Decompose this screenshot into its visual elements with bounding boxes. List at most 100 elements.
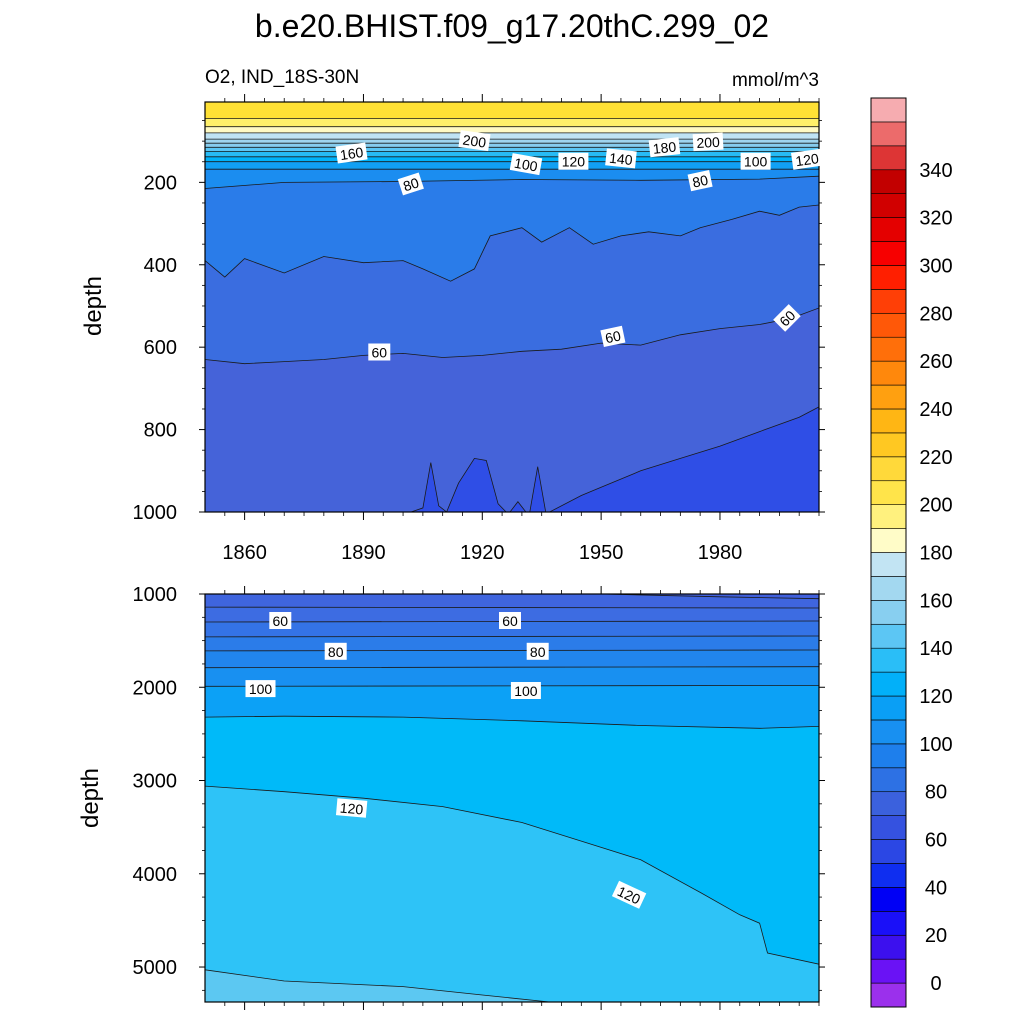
colorbar-swatch-13 [870, 671, 907, 697]
units-subtitle: mmol/m^3 [732, 70, 819, 91]
contour-label-text: 60 [372, 345, 388, 361]
contour-label-box [526, 642, 549, 660]
lower-contour-line-4 [205, 635, 819, 638]
lower-ytick-label-1: 2000 [133, 677, 178, 699]
contour-label-text: 60 [604, 327, 623, 346]
colorbar-swatch-7 [870, 815, 907, 840]
upper-y-axis-label: depth [80, 276, 107, 336]
upper-contour-label-7: 100 [740, 152, 771, 170]
contour-label-text: 100 [744, 154, 768, 170]
contour-label-text: 180 [652, 139, 677, 157]
contour-label-box [335, 798, 368, 818]
contour-label-box [605, 148, 637, 169]
colorbar-label-7: 140 [919, 638, 952, 660]
contour-label-text: 60 [273, 613, 289, 629]
upper-contour-island-1 [446, 457, 507, 512]
upper-contour-island-3 [529, 466, 547, 512]
colorbar-label-13: 260 [919, 351, 952, 373]
upper-ytick-label-4: 1000 [133, 502, 178, 524]
colorbar-label-1: 20 [925, 925, 947, 947]
colorbar-swatch-18 [870, 552, 907, 577]
xtick-label-2: 1920 [460, 542, 505, 564]
colorbar-label-10: 200 [919, 495, 952, 517]
upper-contour-fills [205, 102, 819, 512]
contour-label-box [773, 304, 801, 332]
lower-band-9 [205, 786, 819, 1002]
upper-contour-label-9: 80 [397, 172, 424, 196]
variable-region-subtitle: O2, IND_18S-30N [205, 67, 359, 88]
lower-contour-line-8 [205, 715, 819, 729]
contour-label-box [558, 152, 589, 170]
contour-label-text: 80 [401, 174, 421, 194]
colorbar-swatch-28 [870, 312, 907, 338]
upper-contour-label-1: 160 [335, 142, 368, 164]
colorbar-swatch-4 [870, 887, 907, 912]
colorbar-swatch-1 [870, 958, 907, 984]
lower-contour-line-6 [205, 666, 819, 669]
contour-label-box [648, 137, 681, 158]
upper-contour-label-2: 100 [509, 153, 543, 176]
upper-contour-line-11 [205, 175, 819, 189]
colorbar-swatch-0 [870, 982, 907, 1008]
colorbar-label-17: 340 [919, 160, 952, 182]
contour-label-text: 100 [249, 681, 273, 697]
upper-contour-label-10: 80 [687, 170, 713, 192]
colorbar-swatch-33 [870, 193, 907, 218]
colorbar-label-12: 240 [919, 399, 952, 421]
xtick-label-3: 1950 [579, 542, 624, 564]
upper-contour-label-11: 60 [368, 343, 391, 361]
contour-label-box [324, 642, 347, 660]
lower-contour-label-4: 100 [245, 680, 276, 698]
colorbar-label-9: 180 [919, 543, 952, 565]
contour-label-box [692, 132, 724, 152]
upper-band-14 [205, 406, 819, 512]
colorbar: 0 20 40 60 80 100 120 140 160 180 200 220 240 260 280 3… [870, 97, 953, 1008]
contour-label-text: 140 [608, 150, 633, 168]
xtick-label-1: 1890 [341, 542, 386, 564]
colorbar-label-4: 80 [925, 782, 947, 804]
colorbar-label-3: 60 [925, 830, 947, 852]
lower-contour-line-10 [205, 969, 819, 1002]
colorbar-swatch-23 [870, 432, 907, 458]
contour-label-box [368, 343, 391, 361]
contour-label-text: 200 [462, 132, 488, 151]
xtick-label-4: 1980 [698, 542, 743, 564]
colorbar-swatch-16 [870, 600, 907, 625]
contour-label-box [790, 148, 824, 170]
colorbar-swatch-12 [870, 695, 907, 721]
upper-contour-label-13: 60 [773, 304, 801, 332]
upper-plot-frame [204, 101, 820, 513]
contour-label-box [687, 170, 713, 192]
upper-contour-label-0: 200 [458, 130, 491, 152]
lower-y-axis-label: depth [77, 768, 104, 828]
lower-ytick-label-2: 3000 [133, 771, 178, 793]
lower-contour-line-5 [205, 649, 819, 652]
lower-plot-frame [204, 593, 820, 1003]
colorbar-swatch-25 [870, 384, 907, 410]
upper-contour-label-8: 120 [790, 148, 824, 170]
colorbar-swatch-37 [870, 97, 907, 123]
upper-contour-labels: 200 160 100 120 140 180 200 100 120 80 80 60 60 60 [335, 130, 824, 361]
contour-label-box [245, 680, 276, 698]
contour-label-box [397, 172, 424, 196]
colorbar-label-11: 220 [919, 447, 952, 469]
colorbar-swatch-31 [870, 241, 907, 266]
contour-label-box [510, 682, 541, 699]
contour-label-box [458, 130, 491, 152]
upper-ytick-label-3: 800 [144, 420, 177, 442]
colorbar-swatch-17 [870, 576, 907, 601]
upper-axis-ticks: 200 400 600 800 1000 1860 1890 1920 1950 1980 [133, 94, 825, 564]
upper-panel: 200 400 600 800 1000 1860 1890 1920 1950 1980 200… [80, 94, 825, 564]
colorbar-label-5: 100 [919, 734, 952, 756]
colorbar-swatch-27 [870, 336, 907, 362]
contour-label-box [509, 153, 543, 176]
upper-contour-island-2 [509, 501, 527, 512]
colorbar-swatch-21 [870, 480, 907, 505]
colorbar-swatch-20 [870, 504, 907, 529]
colorbar-swatch-10 [870, 743, 907, 769]
xtick-label-0: 1860 [222, 542, 267, 564]
upper-contour-label-4: 140 [605, 148, 637, 169]
upper-ytick-label-1: 400 [144, 255, 177, 277]
contour-label-text: 100 [514, 683, 538, 699]
